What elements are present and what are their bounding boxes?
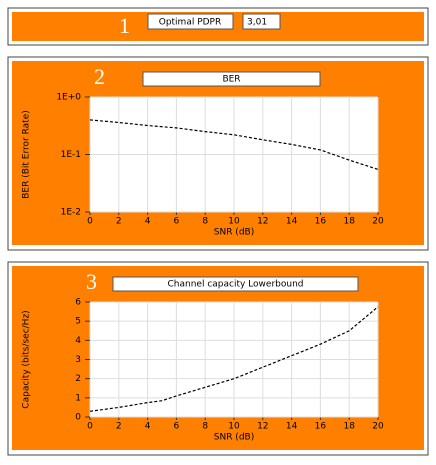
title-box — [112, 276, 359, 292]
x-tick-label: 14 — [286, 422, 298, 432]
x-axis-label: SNR (dB) — [214, 228, 254, 238]
y-tick-label: 1E-2 — [61, 208, 81, 218]
label-box — [147, 13, 234, 30]
title-box — [142, 71, 321, 87]
x-tick-label: 14 — [286, 217, 298, 227]
x-tick-label: 6 — [174, 422, 180, 432]
data-line — [89, 119, 379, 170]
y-tick-label: 6 — [75, 298, 81, 308]
x-tick-label: 18 — [343, 217, 355, 227]
y-tick-label: 3 — [75, 355, 81, 365]
x-tick-label: 16 — [315, 217, 327, 227]
x-tick-label: 2 — [116, 217, 122, 227]
y-tick-label: 5 — [75, 317, 81, 327]
value-field[interactable] — [242, 13, 281, 30]
x-tick-label: 12 — [257, 217, 268, 227]
x-tick-label: 6 — [174, 217, 180, 227]
x-tick-label: 12 — [257, 422, 268, 432]
y-tick-label: 1E+0 — [56, 93, 81, 103]
x-tick-label: 0 — [87, 217, 93, 227]
x-tick-label: 4 — [145, 217, 151, 227]
y-tick-label: 1 — [75, 393, 81, 403]
panel-frame — [7, 56, 429, 251]
x-tick-label: 18 — [343, 422, 355, 432]
x-tick-label: 0 — [87, 422, 93, 432]
y-axis-label: Capacity (bits/sec/Hz) — [22, 310, 32, 408]
data-line — [89, 306, 379, 412]
value: 3,01 — [247, 18, 267, 28]
chart-title: BER — [222, 75, 240, 85]
x-tick-label: 16 — [315, 422, 327, 432]
label: Optimal PDPR — [159, 18, 222, 28]
x-tick-label: 20 — [372, 422, 384, 432]
y-tick-label: 4 — [75, 336, 81, 346]
y-tick-label: 2 — [75, 374, 81, 384]
x-axis-label: SNR (dB) — [214, 433, 254, 443]
panel-number: 3 — [86, 269, 97, 294]
x-tick-label: 10 — [228, 422, 240, 432]
panel-frame — [7, 261, 429, 456]
panel-number: 2 — [94, 64, 105, 89]
y-tick-label: 0 — [75, 413, 81, 423]
panel-frame — [7, 7, 429, 46]
x-tick-label: 2 — [116, 422, 122, 432]
x-tick-label: 4 — [145, 422, 151, 432]
y-axis-label: BER (Bit Error Rate) — [22, 110, 32, 199]
x-tick-label: 10 — [228, 217, 240, 227]
x-tick-label: 8 — [202, 422, 208, 432]
chart-title: Channel capacity Lowerbound — [168, 280, 304, 290]
panel-number: 1 — [119, 13, 130, 38]
y-tick-label: 1E-1 — [61, 150, 81, 160]
x-tick-label: 8 — [202, 217, 208, 227]
x-tick-label: 20 — [372, 217, 384, 227]
